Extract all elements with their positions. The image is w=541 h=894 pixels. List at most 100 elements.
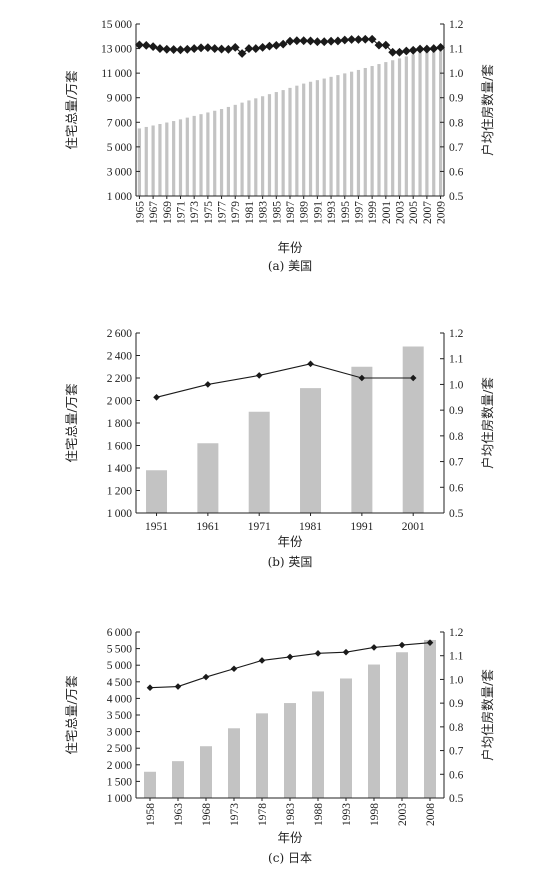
x-tick-label: 1991 bbox=[312, 201, 324, 224]
line-marker bbox=[189, 44, 199, 53]
x-tick-label: 1965 bbox=[134, 201, 146, 224]
line-marker bbox=[278, 39, 288, 49]
line-marker bbox=[285, 36, 295, 46]
line-marker bbox=[333, 36, 343, 46]
line-marker bbox=[381, 40, 391, 50]
x-tick-label: 1977 bbox=[217, 201, 229, 224]
y-tick-label: 9 000 bbox=[107, 93, 133, 105]
bar bbox=[240, 102, 244, 196]
bar bbox=[213, 110, 217, 196]
bar bbox=[432, 48, 436, 196]
y-tick-label: 5 000 bbox=[107, 142, 133, 154]
line-marker bbox=[255, 372, 263, 379]
bar bbox=[368, 664, 380, 798]
bar bbox=[185, 117, 189, 196]
bar bbox=[144, 126, 148, 196]
bar bbox=[233, 104, 237, 196]
bar bbox=[219, 109, 224, 196]
bar bbox=[178, 119, 183, 196]
y2-tick-label: 0.5 bbox=[449, 508, 464, 520]
y-tick-label: 5 000 bbox=[107, 660, 133, 672]
bar bbox=[192, 115, 196, 196]
x-tick-label: 1968 bbox=[201, 803, 213, 826]
line-marker bbox=[251, 44, 261, 53]
bar bbox=[228, 728, 240, 798]
bar bbox=[363, 67, 367, 196]
x-tick-label: 1973 bbox=[229, 803, 241, 826]
line-marker bbox=[258, 42, 268, 52]
y-axis-title: 住宅总量/万套 bbox=[64, 383, 79, 463]
line-marker bbox=[258, 657, 266, 664]
x-tick-label: 1958 bbox=[145, 803, 157, 826]
y2-tick-label: 0.9 bbox=[449, 405, 464, 417]
line-marker bbox=[408, 45, 418, 55]
line-marker bbox=[182, 44, 192, 54]
y-tick-label: 1 000 bbox=[107, 508, 133, 520]
line-marker bbox=[203, 43, 213, 52]
y-tick-label: 2 000 bbox=[107, 396, 133, 408]
y-tick-label: 3 000 bbox=[107, 166, 133, 178]
line-marker bbox=[169, 45, 179, 54]
y-tick-label: 1 200 bbox=[107, 486, 133, 498]
x-tick-label: 2003 bbox=[395, 201, 407, 224]
x-tick-label: 1999 bbox=[367, 201, 379, 224]
x-tick-label: 1975 bbox=[203, 201, 215, 224]
bar bbox=[315, 80, 319, 196]
line-marker bbox=[174, 683, 182, 690]
bar bbox=[281, 90, 285, 196]
x-tick-label: 1971 bbox=[175, 201, 187, 224]
bar bbox=[391, 60, 395, 196]
bar bbox=[254, 98, 258, 196]
x-tick-label: 1995 bbox=[340, 201, 352, 224]
bar bbox=[247, 100, 251, 196]
y2-tick-label: 0.6 bbox=[449, 482, 464, 494]
x-tick-label: 1969 bbox=[162, 201, 174, 224]
line-marker bbox=[347, 35, 356, 44]
y-tick-label: 13 000 bbox=[101, 44, 132, 56]
bar bbox=[411, 54, 415, 196]
x-tick-label: 1983 bbox=[285, 803, 297, 826]
bar bbox=[424, 639, 436, 798]
line-marker bbox=[429, 44, 439, 53]
y2-tick-label: 1.1 bbox=[449, 44, 464, 56]
y2-tick-label: 1.0 bbox=[449, 674, 464, 686]
x-tick-label: 1997 bbox=[353, 201, 365, 224]
bar bbox=[284, 703, 296, 798]
line-marker bbox=[135, 40, 144, 50]
y-tick-label: 2 600 bbox=[107, 328, 133, 340]
series-line bbox=[156, 363, 414, 398]
line-marker bbox=[196, 43, 206, 53]
x-tick-label: 1981 bbox=[299, 521, 322, 533]
bar bbox=[340, 678, 352, 798]
y2-tick-label: 1.2 bbox=[449, 328, 464, 340]
y-axis-title: 住宅总量/万套 bbox=[64, 675, 79, 755]
x-axis-title: 年份 bbox=[277, 240, 303, 255]
x-tick-label: 1989 bbox=[299, 201, 311, 224]
line-marker bbox=[202, 673, 210, 681]
line-marker bbox=[148, 42, 158, 52]
bar bbox=[351, 366, 373, 513]
y2-axis-title: 户均住房数量/套 bbox=[480, 377, 495, 469]
line-marker bbox=[422, 44, 432, 54]
line-marker bbox=[244, 44, 254, 53]
x-tick-label: 2001 bbox=[381, 201, 393, 224]
bar bbox=[261, 96, 265, 196]
y-tick-label: 4 500 bbox=[107, 677, 133, 689]
x-tick-label: 1967 bbox=[148, 201, 160, 224]
y-tick-label: 2 200 bbox=[107, 373, 133, 385]
line-marker bbox=[230, 665, 238, 673]
line-marker bbox=[401, 46, 411, 56]
bar bbox=[350, 71, 354, 196]
chart-caption: (a) 美国 bbox=[268, 259, 312, 273]
line-marker bbox=[367, 34, 377, 44]
line-marker bbox=[292, 36, 302, 46]
x-tick-label: 2005 bbox=[408, 201, 420, 224]
x-tick-label: 1973 bbox=[189, 201, 201, 224]
bar bbox=[256, 713, 268, 798]
bar bbox=[267, 94, 272, 196]
line-marker bbox=[358, 374, 366, 382]
bar bbox=[397, 58, 402, 197]
line-marker bbox=[306, 36, 315, 46]
x-tick-label: 1983 bbox=[258, 201, 270, 224]
line-marker bbox=[155, 44, 165, 53]
